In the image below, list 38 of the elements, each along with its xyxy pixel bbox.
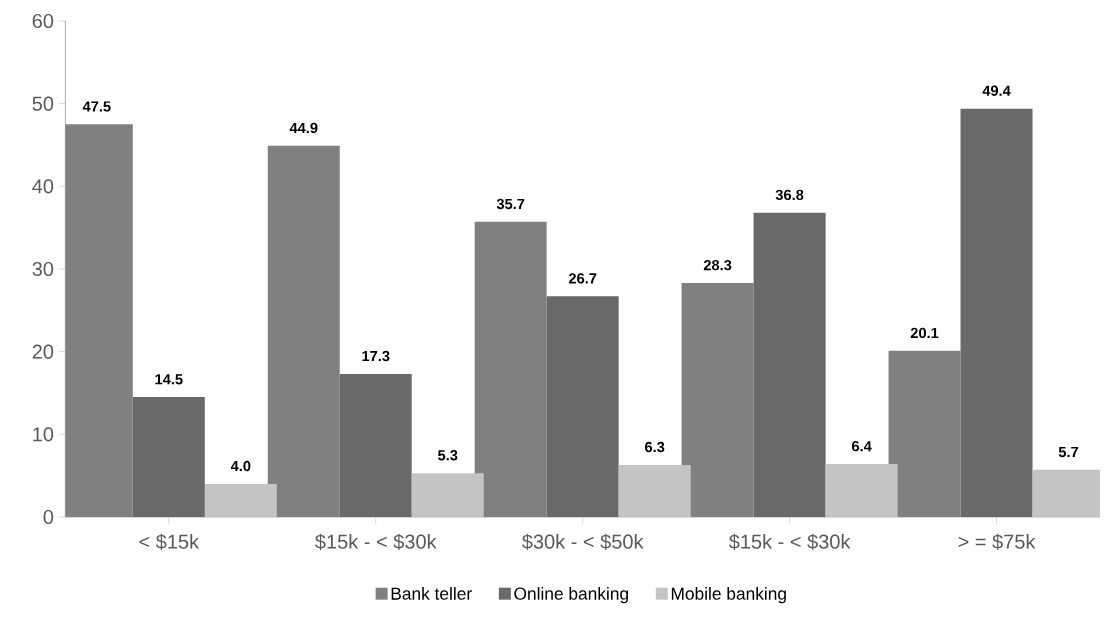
data-label: 20.1 [910,327,939,339]
bar [618,464,691,517]
data-label: 26.7 [568,273,597,284]
legend-label: Online banking [514,587,628,604]
y-tick-label: 30 [32,261,54,277]
y-tick-label: 10 [33,427,54,442]
data-label: 4.0 [230,460,251,472]
data-label: 5.3 [438,450,458,461]
data-label: 14.5 [155,374,183,385]
y-tick-label: 60 [32,13,54,29]
bar [411,473,484,517]
x-tick-label: $15k - < $30k [728,533,851,550]
y-tick-label: 50 [32,96,54,111]
bar [474,221,547,517]
y-tick-label: 20 [32,344,54,359]
data-label: 36.8 [775,189,804,201]
legend-label: Bank teller [391,587,472,600]
data-label: 49.4 [982,85,1011,96]
data-label: 17.3 [362,350,390,362]
bar [681,283,754,517]
x-tick-label: < $15k [139,533,200,550]
x-tick-label: > = $75k [958,533,1036,550]
y-tick-label: 0 [43,509,54,525]
legend-label: Mobile banking [671,587,786,604]
bar [267,145,340,517]
data-label: 35.7 [496,198,525,210]
data-label: 28.3 [703,259,732,271]
data-label: 6.3 [645,441,665,453]
bar [825,464,898,517]
data-label: 5.7 [1058,446,1079,458]
y-tick-label: 40 [32,179,54,194]
bar [888,350,961,517]
x-tick-label: $30k - < $50k [522,533,644,550]
data-label: 6.4 [851,441,872,452]
data-label: 44.9 [289,122,318,134]
data-label: 47.5 [82,101,111,112]
bar [204,483,277,517]
x-tick-label: $15k - < $30k [315,533,437,550]
